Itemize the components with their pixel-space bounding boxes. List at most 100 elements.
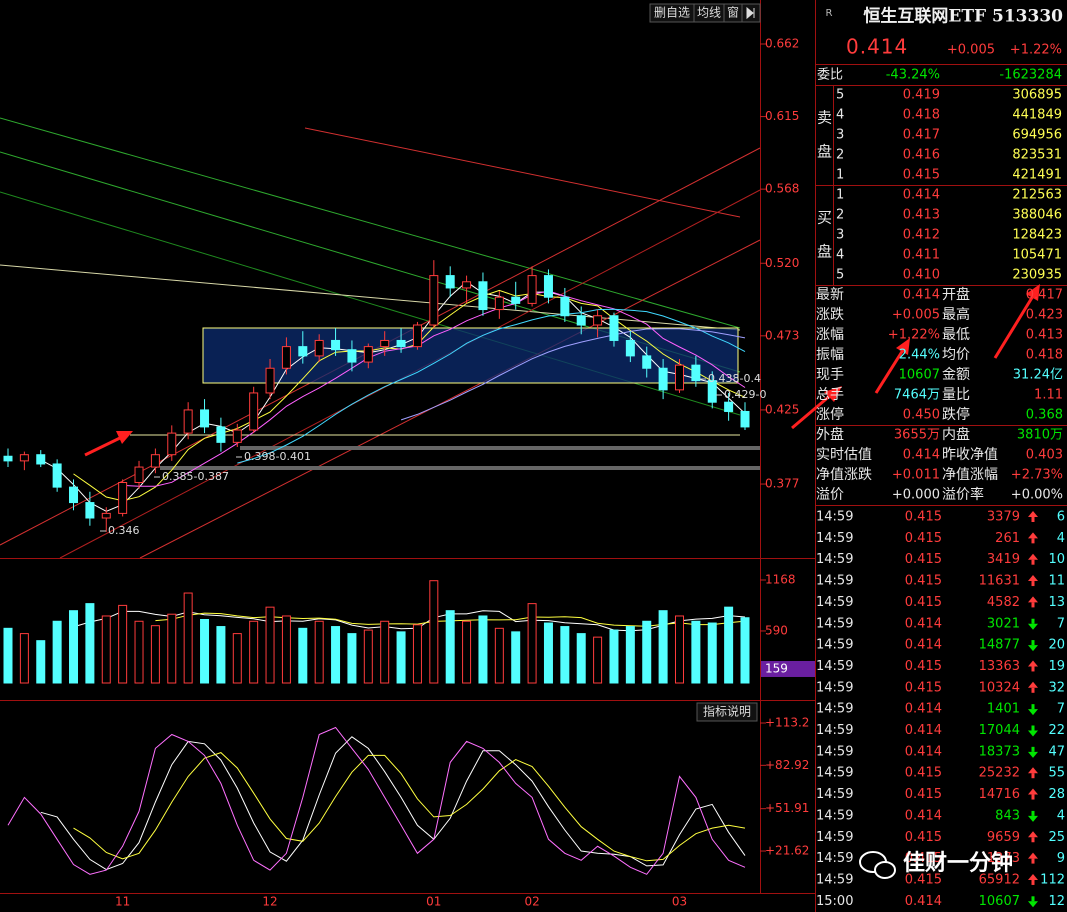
trade-volume: 11631	[979, 574, 1020, 589]
volume-bar	[3, 627, 13, 684]
candle-body	[3, 455, 13, 462]
stat-label: 溢价	[816, 487, 844, 503]
trade-direction	[1031, 704, 1035, 710]
indicator-button[interactable]	[696, 702, 758, 722]
y-tick-label: 0.473	[765, 328, 799, 342]
trade-time: 14:59	[816, 872, 853, 887]
book-level: 1	[836, 188, 844, 203]
level-band	[160, 466, 760, 470]
volume-bar	[265, 606, 275, 684]
trade-time: 14:59	[816, 595, 853, 610]
stat-label: 昨收净值	[942, 447, 998, 463]
candle-body	[200, 409, 210, 428]
volume-bar	[511, 631, 521, 684]
trade-price: 0.415	[905, 766, 942, 781]
x-tick-label: 02	[524, 895, 539, 909]
volume-marker-bg	[761, 660, 815, 677]
trade-direction	[1028, 788, 1038, 795]
candle-body	[429, 275, 439, 326]
trade-time: 14:59	[816, 830, 853, 845]
trade-count: 4	[1057, 531, 1065, 546]
trade-count: 7	[1057, 616, 1065, 631]
volume-bar	[478, 615, 488, 684]
price-change-pct: +1.22%	[1010, 43, 1062, 58]
volume-bar	[674, 615, 684, 684]
trade-time: 14:59	[816, 702, 853, 717]
book-price: 0.417	[903, 128, 940, 143]
candle-body	[396, 339, 406, 348]
trade-time: 14:59	[816, 744, 853, 759]
trade-direction	[1031, 618, 1035, 624]
y-tick-label: 590	[765, 623, 788, 637]
collapse-icon	[746, 6, 755, 20]
book-volume: 105471	[1012, 248, 1062, 263]
trade-price: 0.414	[905, 808, 942, 823]
candle-body	[249, 392, 259, 431]
trade-price: 0.415	[905, 595, 942, 610]
trade-price: 0.415	[905, 872, 942, 887]
trade-count: 55	[1048, 766, 1065, 781]
book-price: 0.413	[903, 208, 940, 223]
price-annotation: 0.438-0.4	[708, 372, 761, 385]
trade-direction	[1031, 517, 1035, 522]
trade-volume: 10607	[979, 894, 1020, 909]
trade-direction	[1031, 687, 1035, 693]
weibi-label: 委比	[817, 68, 843, 83]
stat-value: 0.418	[1026, 348, 1063, 363]
book-price: 0.412	[903, 228, 940, 243]
book-side-label: 盘	[817, 243, 832, 261]
stat-label: 振幅	[816, 347, 844, 363]
book-volume: 306895	[1012, 88, 1062, 103]
stat-label: 最低	[942, 327, 970, 343]
stat-value: 1.11	[1034, 388, 1063, 403]
trade-count: 6	[1057, 510, 1065, 525]
volume-bar	[134, 620, 144, 684]
trade-count: 11	[1048, 574, 1065, 589]
level-band	[240, 446, 760, 450]
stat-label: 均价	[942, 347, 970, 363]
trade-direction	[1031, 559, 1035, 565]
candle-body	[445, 275, 455, 289]
trade-direction	[1031, 794, 1035, 800]
volume-bar	[200, 619, 210, 684]
stat-label: 现手	[816, 367, 844, 383]
trade-price: 0.415	[905, 552, 942, 567]
volume-bar	[707, 622, 717, 684]
last-price: 0.414	[846, 35, 908, 59]
stat-label: 净值涨跌	[816, 467, 872, 483]
trade-direction	[1028, 681, 1038, 688]
stat-value: 3810万	[1017, 428, 1063, 443]
trade-time: 14:59	[816, 851, 853, 866]
chart-layer	[3, 260, 750, 871]
watermark	[859, 851, 896, 879]
stat-value: 0.403	[1026, 448, 1063, 463]
trade-direction	[1028, 815, 1038, 822]
trade-direction	[1028, 553, 1038, 560]
volume-bar	[52, 620, 62, 684]
stat-value: 0.414	[903, 288, 940, 303]
stat-label: 开盘	[942, 286, 970, 303]
stat-value: 0.417	[1026, 288, 1063, 303]
candle-body	[134, 466, 144, 483]
trade-time: 14:59	[816, 510, 853, 525]
volume-bar	[396, 631, 406, 684]
volume-bar	[19, 633, 29, 684]
trade-time: 14:59	[816, 766, 853, 781]
trade-count: 4	[1057, 808, 1065, 823]
trade-time: 14:59	[816, 574, 853, 589]
stat-value: 31.24亿	[1013, 368, 1063, 383]
candle-body	[412, 324, 422, 348]
candle-body	[150, 454, 160, 468]
volume-bar	[167, 613, 177, 684]
trade-volume: 1273	[987, 851, 1020, 866]
book-volume: 128423	[1012, 228, 1062, 243]
trade-volume: 17044	[979, 723, 1020, 738]
trade-direction	[1028, 645, 1038, 652]
trade-direction	[1031, 538, 1035, 544]
trade-direction	[1031, 666, 1035, 672]
trade-direction	[1031, 896, 1035, 902]
trade-direction	[1028, 623, 1038, 630]
trade-direction	[1031, 773, 1035, 779]
price-annotation: 0.429-0	[724, 388, 766, 401]
annotation-arrows	[84, 284, 1040, 457]
